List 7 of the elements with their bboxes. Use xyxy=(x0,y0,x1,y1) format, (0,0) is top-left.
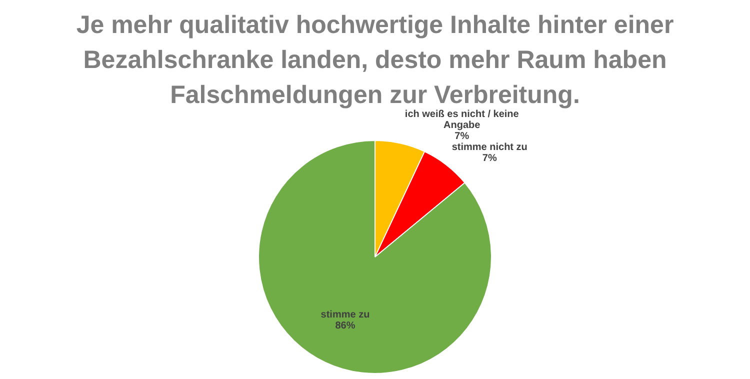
slice-label: stimme nicht zu xyxy=(452,142,528,153)
data-label: 86% xyxy=(335,320,356,332)
data-label: 7% xyxy=(482,152,497,164)
chart-title: Je mehr qualitativ hochwertige Inhalte hinter einer Bezahlschranke landen, desto mehr Raum haben Falschmeldungen zur Verbreitung. xyxy=(75,10,675,109)
data-label: 7% xyxy=(454,130,470,142)
slice-label: ich weiß es nicht / keine Angabe xyxy=(404,108,520,131)
slice-label: stimme zu xyxy=(320,309,370,320)
